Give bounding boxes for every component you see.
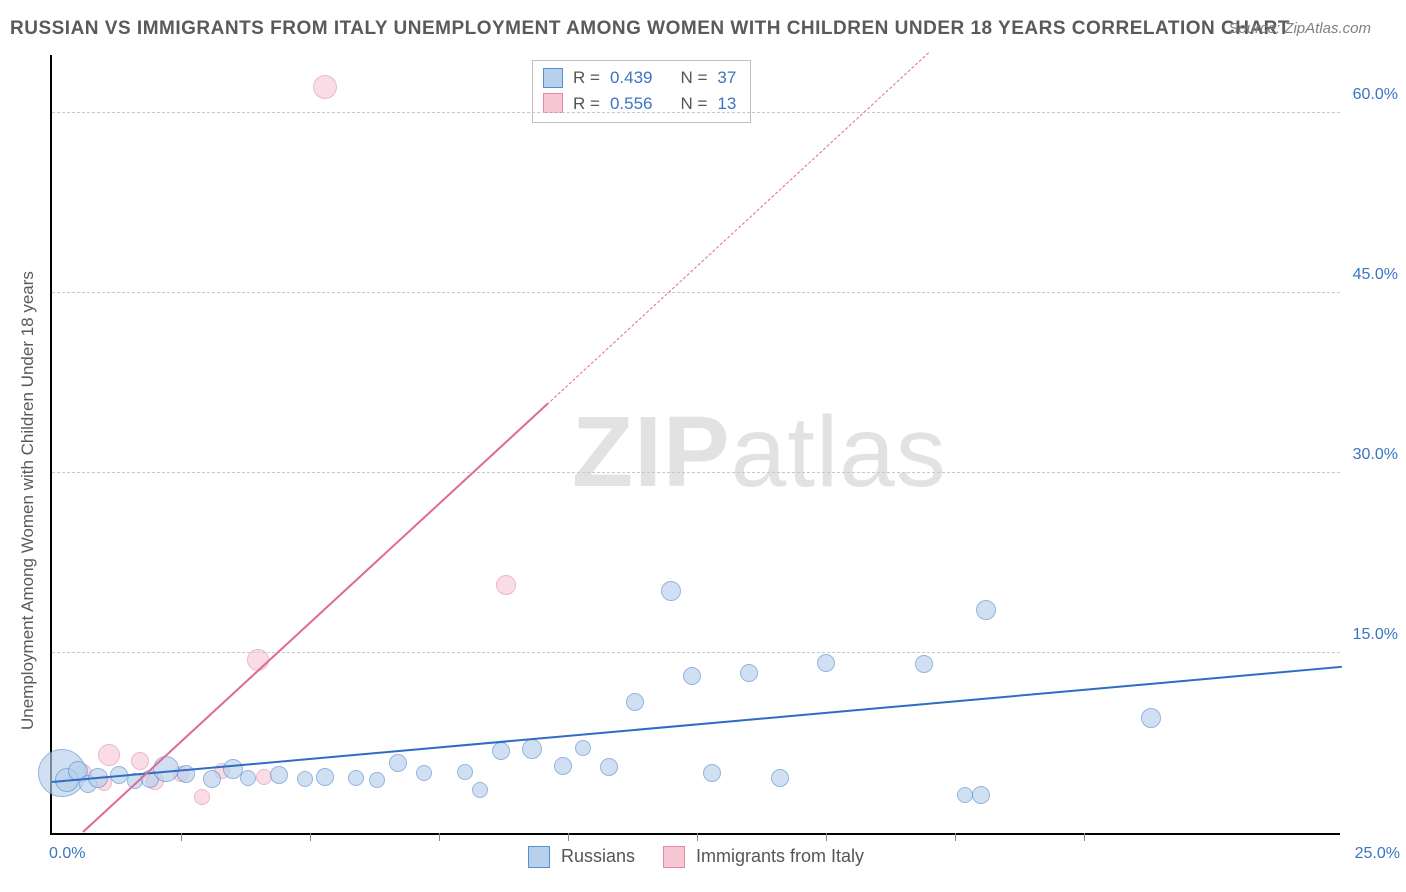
data-point-russians	[369, 772, 385, 788]
data-point-russians	[457, 764, 473, 780]
data-point-russians	[740, 664, 758, 682]
x-tick	[181, 833, 182, 841]
data-point-russians	[472, 782, 488, 798]
legend-top-swatch	[543, 93, 563, 113]
y-tick-label: 30.0%	[1353, 446, 1398, 464]
data-point-italy	[98, 744, 120, 766]
data-point-italy	[496, 575, 516, 595]
chart-title: RUSSIAN VS IMMIGRANTS FROM ITALY UNEMPLO…	[10, 18, 1290, 40]
legend-top-swatch	[543, 68, 563, 88]
x-tick	[697, 833, 698, 841]
scatter-plot-area: ZIPatlas 0.0% 25.0% R =0.439N =37R =0.55…	[50, 55, 1340, 835]
y-tick-label: 45.0%	[1353, 266, 1398, 284]
x-tick	[310, 833, 311, 841]
data-point-russians	[348, 770, 364, 786]
y-tick-label: 15.0%	[1353, 626, 1398, 644]
gridline	[52, 652, 1340, 653]
data-point-russians	[240, 770, 256, 786]
data-point-russians	[771, 769, 789, 787]
data-point-russians	[203, 770, 221, 788]
data-point-russians	[316, 768, 334, 786]
legend-r-label: R =	[573, 65, 600, 91]
watermark-atlas: atlas	[731, 396, 947, 508]
legend-n-label: N =	[680, 65, 707, 91]
legend-row-russians: R = 0.439 N = 37	[543, 65, 736, 91]
data-point-russians	[297, 771, 313, 787]
data-point-russians	[661, 581, 681, 601]
data-point-italy	[313, 75, 337, 99]
legend-n-value: 37	[717, 65, 736, 91]
source-label: Source:	[1228, 20, 1280, 37]
gridline	[52, 472, 1340, 473]
x-tick	[826, 833, 827, 841]
legend-item-italy: Immigrants from Italy	[663, 846, 864, 868]
data-point-russians	[915, 655, 933, 673]
data-point-russians	[389, 754, 407, 772]
legend-swatch-italy	[663, 846, 685, 868]
gridline	[52, 112, 1340, 113]
data-point-russians	[1141, 708, 1161, 728]
data-point-russians	[575, 740, 591, 756]
data-point-russians	[416, 765, 432, 781]
y-axis-label: Unemployment Among Women with Children U…	[18, 271, 38, 730]
data-point-italy	[194, 789, 210, 805]
data-point-russians	[703, 764, 721, 782]
data-point-russians	[522, 739, 542, 759]
data-point-russians	[683, 667, 701, 685]
data-point-russians	[270, 766, 288, 784]
data-point-russians	[972, 786, 990, 804]
x-tick	[955, 833, 956, 841]
source-value: ZipAtlas.com	[1284, 20, 1371, 37]
x-tick	[568, 833, 569, 841]
x-tick	[439, 833, 440, 841]
data-point-italy	[131, 752, 149, 770]
legend-r-value: 0.439	[610, 65, 653, 91]
legend-item-russians: Russians	[528, 846, 635, 868]
data-point-russians	[600, 758, 618, 776]
gridline	[52, 292, 1340, 293]
legend-label-italy: Immigrants from Italy	[696, 846, 864, 866]
data-point-russians	[554, 757, 572, 775]
watermark-zip: ZIP	[572, 396, 731, 508]
x-tick	[1084, 833, 1085, 841]
data-point-russians	[976, 600, 996, 620]
legend-label-russians: Russians	[561, 846, 635, 866]
series-legend: Russians Immigrants from Italy	[52, 846, 1340, 868]
watermark: ZIPatlas	[572, 395, 947, 510]
y-tick-label: 60.0%	[1353, 86, 1398, 104]
legend-swatch-russians	[528, 846, 550, 868]
trendline-italy	[82, 403, 548, 833]
x-axis-max-label: 25.0%	[1355, 845, 1400, 863]
data-point-russians	[492, 742, 510, 760]
data-point-russians	[817, 654, 835, 672]
chart-source: Source: ZipAtlas.com	[1228, 20, 1371, 37]
correlation-legend: R =0.439N =37R =0.556N =13	[532, 60, 751, 123]
data-point-russians	[626, 693, 644, 711]
